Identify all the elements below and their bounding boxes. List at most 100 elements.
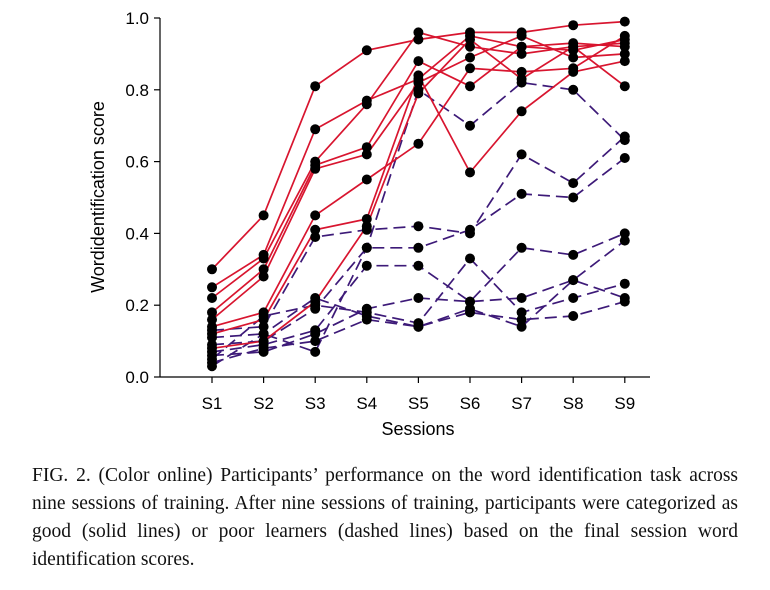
- x-tick-label: S8: [563, 394, 584, 413]
- poor-learner-line: [211, 297, 626, 367]
- tick-layer: 0.0 0.2 0.4 0.6 0.8 1.0 S1 S2 S3 S4 S5 S6 S7 S8 S9: [125, 9, 635, 413]
- x-tick-label: S9: [614, 394, 635, 413]
- data-point: [619, 153, 630, 163]
- y-tick-label: 0.2: [125, 296, 149, 315]
- marker-layer: [207, 16, 630, 372]
- data-point: [413, 242, 424, 253]
- x-tick-label: S4: [356, 394, 377, 413]
- x-tick-label: S2: [253, 394, 274, 413]
- data-point: [619, 235, 630, 246]
- data-point: [413, 77, 424, 88]
- data-point: [465, 253, 475, 264]
- data-point: [619, 296, 630, 307]
- data-point: [310, 163, 321, 174]
- data-point: [413, 221, 424, 232]
- data-point: [413, 56, 424, 67]
- data-point: [568, 249, 579, 260]
- x-axis-title: Sessions: [381, 419, 454, 439]
- x-tick-label: S7: [511, 394, 532, 413]
- data-point: [310, 224, 321, 235]
- axes-layer: [159, 18, 650, 378]
- data-point: [207, 314, 217, 325]
- data-point: [516, 314, 527, 325]
- data-point: [413, 84, 424, 95]
- poor-learner-line: [211, 81, 626, 353]
- data-point: [310, 210, 321, 221]
- data-point: [310, 293, 321, 303]
- y-axis-title: Wordidentification score: [88, 101, 108, 293]
- x-tick-label: S1: [202, 394, 223, 413]
- line-chart: 0.0 0.2 0.4 0.6 0.8 1.0 S1 S2 S3 S4 S5 S6 S7 S8 S9 Ses…: [88, 9, 650, 439]
- data-point: [465, 63, 475, 74]
- data-point: [465, 167, 475, 178]
- data-point: [568, 311, 579, 321]
- data-point: [619, 135, 630, 146]
- data-point: [516, 293, 527, 303]
- data-point: [207, 293, 217, 303]
- data-point: [258, 328, 269, 339]
- data-point: [465, 81, 475, 92]
- data-point: [465, 34, 475, 45]
- data-point: [310, 328, 321, 339]
- data-point: [310, 336, 321, 347]
- data-point: [568, 52, 579, 63]
- data-point: [361, 45, 372, 56]
- y-tick-label: 0.8: [125, 81, 149, 100]
- data-point: [619, 228, 630, 239]
- data-point: [207, 361, 217, 372]
- data-point: [516, 149, 527, 160]
- data-point: [516, 77, 527, 88]
- data-point: [258, 271, 269, 282]
- data-point: [568, 84, 579, 95]
- data-point: [516, 41, 527, 52]
- data-point: [258, 210, 269, 221]
- figure-caption: FIG. 2. (Color online) Participants’ per…: [32, 465, 738, 570]
- data-point: [516, 48, 527, 59]
- data-point: [465, 224, 475, 235]
- data-point: [516, 242, 527, 253]
- data-point: [568, 41, 579, 52]
- data-point: [207, 307, 217, 318]
- data-point: [413, 293, 424, 303]
- data-point: [413, 321, 424, 332]
- data-point: [361, 242, 372, 253]
- data-point: [568, 275, 579, 286]
- data-point: [465, 52, 475, 63]
- data-point: [361, 149, 372, 160]
- data-point: [258, 311, 269, 321]
- data-point: [619, 278, 630, 289]
- data-point: [568, 192, 579, 203]
- data-point: [258, 264, 269, 275]
- data-point: [568, 66, 579, 77]
- x-tick-label: S3: [305, 394, 326, 413]
- data-point: [465, 41, 475, 52]
- data-point: [258, 321, 269, 332]
- data-point: [619, 16, 630, 27]
- y-tick-label: 0.0: [125, 368, 149, 387]
- data-point: [568, 178, 579, 189]
- poor-learner-line: [211, 279, 626, 364]
- data-point: [207, 325, 217, 336]
- data-point: [310, 81, 321, 92]
- data-point: [619, 56, 630, 67]
- data-point: [361, 224, 372, 235]
- data-point: [516, 106, 527, 117]
- data-point: [465, 296, 475, 307]
- y-tick-label: 0.6: [125, 153, 149, 172]
- data-point: [413, 138, 424, 149]
- data-point: [413, 34, 424, 45]
- data-point: [361, 260, 372, 271]
- data-point: [258, 253, 269, 264]
- data-point: [413, 260, 424, 271]
- y-tick-label: 0.4: [125, 224, 149, 243]
- data-point: [568, 20, 579, 31]
- data-point: [619, 81, 630, 92]
- data-point: [207, 282, 217, 293]
- data-point: [516, 307, 527, 318]
- data-point: [516, 66, 527, 77]
- data-point: [516, 321, 527, 332]
- data-point: [310, 124, 321, 135]
- x-tick-label: S6: [460, 394, 481, 413]
- data-point: [310, 346, 321, 357]
- data-point: [207, 339, 217, 350]
